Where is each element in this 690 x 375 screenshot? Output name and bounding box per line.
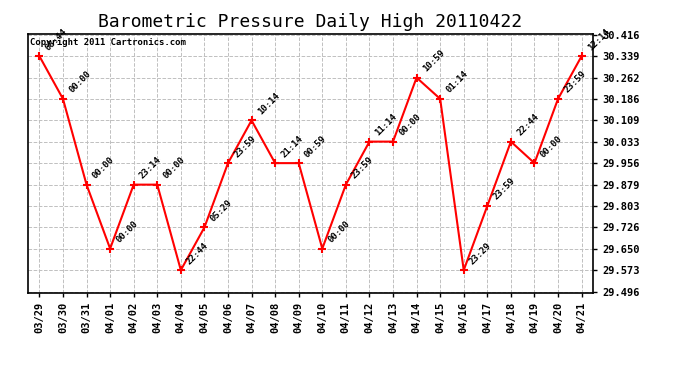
Text: 00:00: 00:00 xyxy=(115,219,139,245)
Text: 23:59: 23:59 xyxy=(232,134,257,159)
Text: 23:29: 23:29 xyxy=(468,241,493,266)
Title: Barometric Pressure Daily High 20110422: Barometric Pressure Daily High 20110422 xyxy=(99,13,522,31)
Text: 00:00: 00:00 xyxy=(397,112,422,138)
Text: 12:14: 12:14 xyxy=(586,27,611,52)
Text: 00:59: 00:59 xyxy=(303,134,328,159)
Text: 10:59: 10:59 xyxy=(421,48,446,74)
Text: Copyright 2011 Cartronics.com: Copyright 2011 Cartronics.com xyxy=(30,38,186,46)
Text: 00:00: 00:00 xyxy=(326,219,352,245)
Text: 23:14: 23:14 xyxy=(138,155,164,180)
Text: 00:00: 00:00 xyxy=(539,134,564,159)
Text: 05:29: 05:29 xyxy=(208,198,234,223)
Text: 01:14: 01:14 xyxy=(444,69,470,95)
Text: 00:00: 00:00 xyxy=(161,155,187,180)
Text: 22:44: 22:44 xyxy=(515,112,540,138)
Text: 21:14: 21:14 xyxy=(279,134,305,159)
Text: 00:00: 00:00 xyxy=(90,155,116,180)
Text: 11:14: 11:14 xyxy=(373,112,399,138)
Text: 23:59: 23:59 xyxy=(562,69,588,95)
Text: 22:44: 22:44 xyxy=(185,241,210,266)
Text: 00:00: 00:00 xyxy=(67,69,92,95)
Text: 23:59: 23:59 xyxy=(350,155,375,180)
Text: 08:44: 08:44 xyxy=(43,27,69,52)
Text: 10:14: 10:14 xyxy=(256,91,281,116)
Text: 23:59: 23:59 xyxy=(491,176,517,202)
